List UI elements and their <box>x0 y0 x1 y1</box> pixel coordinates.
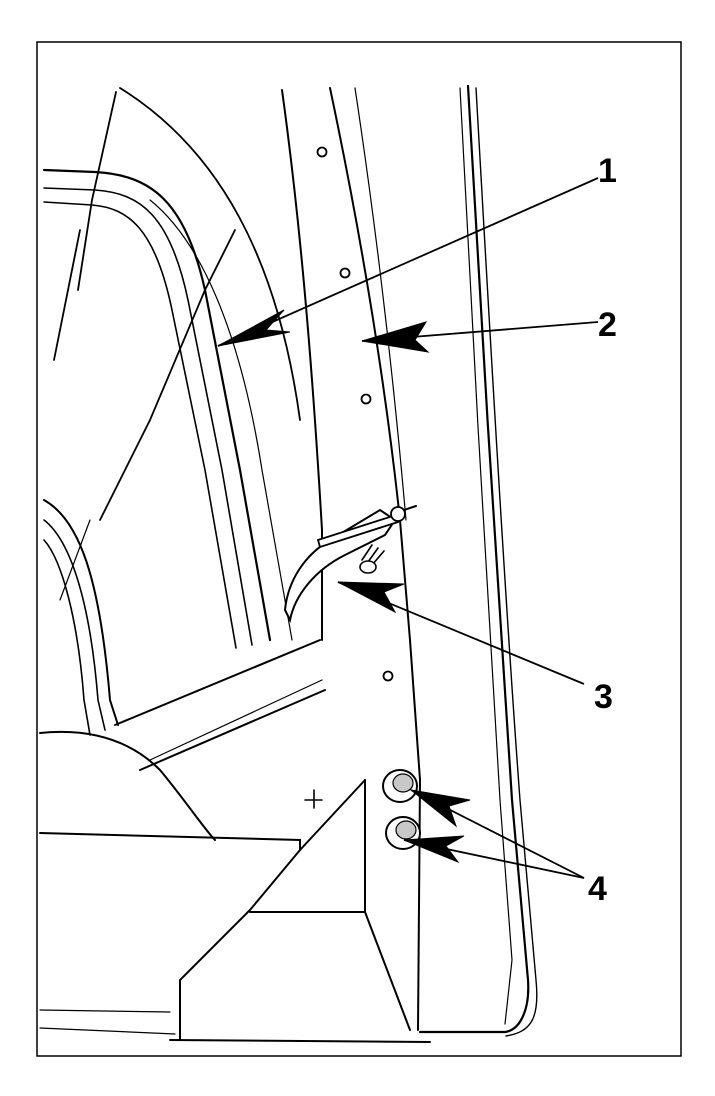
rear-window-line-a <box>77 91 117 291</box>
leader-lines <box>217 177 599 879</box>
pillar-hole <box>339 267 351 279</box>
sill-top <box>114 639 321 726</box>
arrowhead-1 <box>217 309 291 347</box>
callout-label-2: 2 <box>598 306 617 344</box>
door-frame-outer <box>418 84 530 1034</box>
lower-frame-outer <box>43 499 119 726</box>
door-frame-inner <box>475 87 538 1037</box>
arrowhead-4a <box>409 789 471 828</box>
window-seal-inner <box>43 201 237 649</box>
callout-label-1: 1 <box>598 152 617 190</box>
console-side <box>364 911 411 1031</box>
sill-bottom <box>139 689 326 771</box>
window-seal-outer <box>42 168 272 642</box>
floor-edge <box>169 1039 431 1043</box>
pillar-hole <box>316 146 328 158</box>
callout-label-4: 4 <box>588 870 607 908</box>
pillar-hole <box>382 670 394 682</box>
leader-line-1 <box>217 177 599 347</box>
floor-line-2 <box>39 1027 176 1035</box>
pillar-inner-rim <box>354 87 407 521</box>
knob-lower-inner <box>395 820 417 840</box>
arrowhead-4b <box>403 835 465 864</box>
window-seal-edge <box>149 199 293 641</box>
handle-pivot <box>390 506 406 522</box>
pillar-left-edge <box>281 89 323 641</box>
bracket <box>304 789 323 809</box>
lower-frame-mid <box>43 519 106 731</box>
rear-window-line-b <box>53 229 81 361</box>
rear-window-line-c <box>99 229 236 521</box>
callout-label-3: 3 <box>594 678 613 716</box>
rear-window-edge <box>119 87 301 421</box>
handle-lever-arm <box>316 513 400 549</box>
door-frame-rim <box>459 87 513 1025</box>
arrowhead-3 <box>337 581 405 614</box>
seat-base <box>39 832 301 851</box>
seat-back <box>39 730 216 841</box>
line-drawing <box>39 84 538 1043</box>
arrowhead-2 <box>361 321 430 353</box>
window-seal-mid <box>43 187 253 646</box>
handle-pin <box>403 505 417 511</box>
sill-line <box>149 679 323 761</box>
knob-upper-inner <box>392 773 414 793</box>
seat-front <box>179 849 301 1041</box>
floor-line <box>39 1009 171 1013</box>
lower-frame-inner <box>43 539 91 736</box>
handle-bolt <box>359 560 377 574</box>
pillar-hole <box>360 393 372 405</box>
handle-lever-body <box>283 508 397 624</box>
pillar-base-diag <box>299 779 366 851</box>
